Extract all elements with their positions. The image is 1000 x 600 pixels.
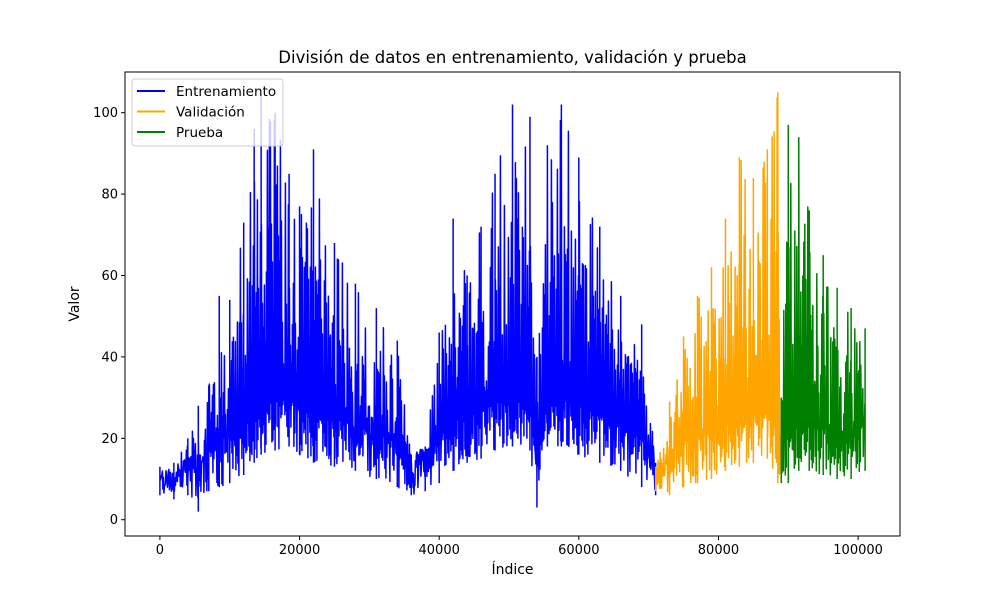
x-tick-label: 100000	[833, 543, 883, 558]
series-layer	[159, 92, 866, 512]
legend: Entrenamiento Validación Prueba	[131, 78, 284, 147]
plot-frame	[124, 71, 901, 537]
y-tick-label: 80	[101, 188, 118, 203]
series-line-2	[780, 124, 866, 484]
legend-label-0: Entrenamiento	[176, 84, 276, 100]
y-axis: 0 20 40 60 80 100	[93, 106, 125, 528]
y-tick-label: 40	[101, 350, 118, 365]
y-tick-label: 20	[101, 432, 118, 447]
x-tick-label: 20000	[279, 543, 320, 558]
legend-label-1: Validación	[176, 105, 245, 121]
x-axis: 0 20000 40000 60000 80000 100000	[156, 536, 883, 558]
x-tick-label: 40000	[419, 543, 460, 558]
series-line-0	[159, 96, 657, 512]
legend-box	[131, 78, 284, 147]
y-axis-label: Valor	[67, 286, 83, 322]
x-tick-label: 60000	[558, 543, 599, 558]
x-tick-label: 0	[156, 543, 164, 558]
y-tick-label: 60	[101, 269, 118, 284]
legend-label-2: Prueba	[176, 125, 223, 141]
chart-title: División de datos en entrenamiento, vali…	[278, 48, 746, 67]
x-tick-label: 80000	[698, 543, 739, 558]
y-tick-label: 100	[93, 106, 118, 121]
y-tick-label: 0	[110, 513, 118, 528]
x-axis-label: Índice	[491, 561, 533, 578]
series-line-1	[654, 92, 783, 496]
